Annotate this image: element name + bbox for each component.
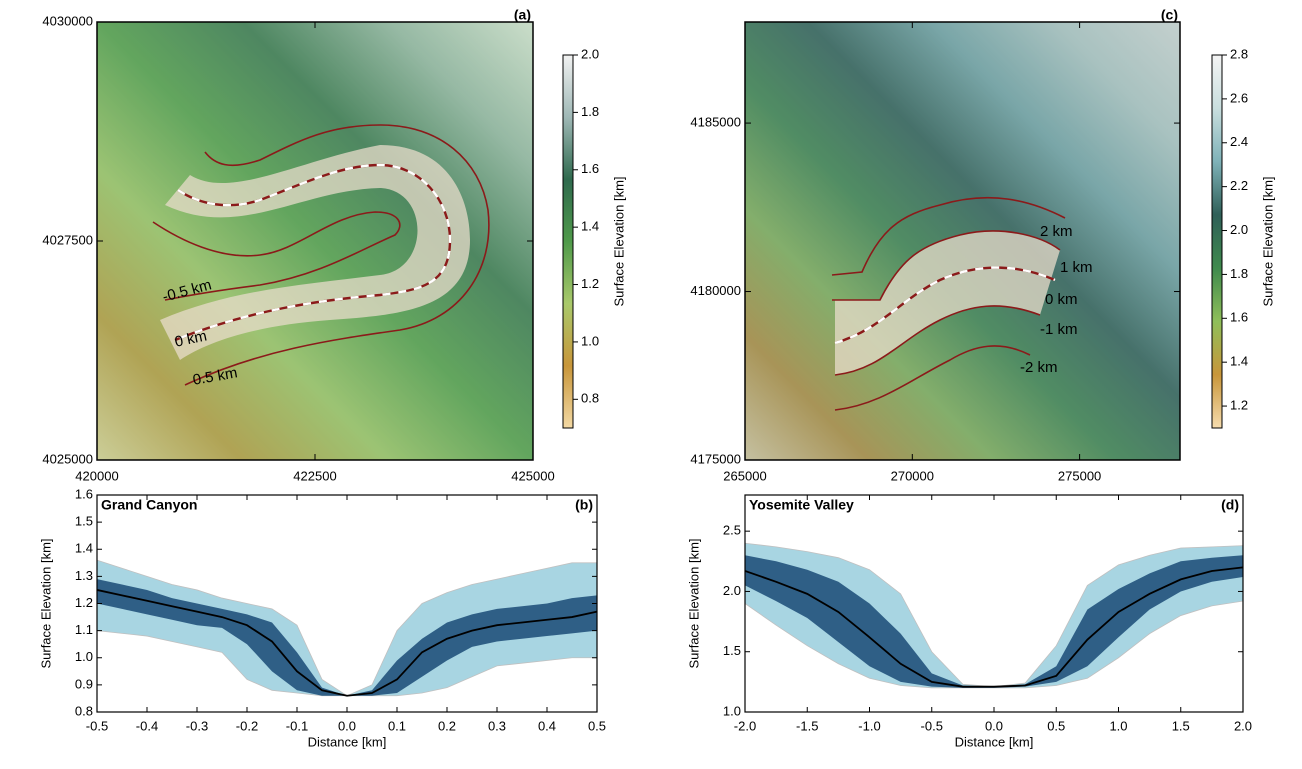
x-tick-label: 275000 [1058,468,1101,483]
y-tick-label: 2.5 [723,523,741,538]
x-tick-label: -1.0 [858,718,880,733]
x-axis-label: Distance [km] [308,734,387,749]
x-tick-label: -0.2 [236,718,258,733]
x-tick-label: 420000 [75,468,118,483]
x-tick-label: 0.1 [388,718,406,733]
y-tick-label: 4025000 [42,451,93,466]
x-tick-label: -2.0 [734,718,756,733]
y-tick-label: 1.2 [75,595,93,610]
colorbar-tick-label: 1.2 [1230,397,1248,412]
y-tick-label: 0.9 [75,676,93,691]
x-tick-label: 0.5 [1047,718,1065,733]
profile-label: 2 km [1040,223,1073,240]
y-tick-label: 1.0 [723,703,741,718]
x-tick-label: -0.3 [186,718,208,733]
panel-label: (b) [575,497,593,513]
y-tick-label: 4030000 [42,13,93,28]
x-tick-label: 0.3 [488,718,506,733]
x-tick-label: 1.5 [1172,718,1190,733]
x-tick-label: 265000 [723,468,766,483]
x-tick-label: -0.4 [136,718,158,733]
y-tick-label: 1.5 [75,514,93,529]
y-tick-label: 1.4 [75,541,93,556]
y-tick-label: 4175000 [690,451,741,466]
colorbar-tick-label: 0.8 [581,391,599,406]
profile-label: 0 km [1045,291,1078,308]
profile-label: -1 km [1040,321,1078,338]
x-tick-label: -0.5 [86,718,108,733]
colorbar-tick-label: 1.8 [581,104,599,119]
colorbar-tick-label: 1.6 [581,161,599,176]
x-tick-label: -0.5 [921,718,943,733]
colorbar-tick-label: 1.4 [581,219,599,234]
profile-label: -2 km [1020,359,1058,376]
y-tick-label: 4180000 [690,283,741,298]
chart-title: Grand Canyon [101,497,197,513]
panel-label: (c) [1161,7,1178,23]
chart-title: Yosemite Valley [749,497,854,513]
y-tick-label: 0.8 [75,703,93,718]
y-tick-label: 1.0 [75,649,93,664]
panel-label: (a) [514,7,531,23]
y-axis-label: Surface Elevation [km] [38,538,53,668]
colorbar-tick-label: 1.4 [1230,354,1248,369]
x-axis-label: Distance [km] [955,734,1034,749]
y-tick-label: 4185000 [690,115,741,130]
y-tick-label: 1.6 [75,486,93,501]
colorbar-tick-label: 2.8 [1230,46,1248,61]
y-tick-label: 1.5 [723,643,741,658]
figure: -0.5 km0 km0.5 km42000042250042500040250… [0,0,1302,764]
x-tick-label: 270000 [891,468,934,483]
x-tick-label: 0.2 [438,718,456,733]
x-tick-label: -1.5 [796,718,818,733]
x-tick-label: -0.1 [286,718,308,733]
y-tick-label: 2.0 [723,583,741,598]
colorbar-tick-label: 1.0 [581,333,599,348]
colorbar-label: Surface Elevation [km] [1260,176,1275,306]
colorbar-tick-label: 2.0 [581,46,599,61]
colorbar-label: Surface Elevation [km] [611,176,626,306]
colorbar [563,55,573,428]
colorbar-tick-label: 1.8 [1230,266,1248,281]
profile-label: 1 km [1060,259,1093,276]
x-tick-label: 1.0 [1109,718,1127,733]
x-tick-label: 0.4 [538,718,556,733]
y-tick-label: 1.1 [75,622,93,637]
colorbar-tick-label: 2.0 [1230,222,1248,237]
x-tick-label: 425000 [511,468,554,483]
colorbar [1212,55,1222,428]
panel-label: (d) [1221,497,1239,513]
colorbar-tick-label: 1.2 [581,276,599,291]
y-axis-label: Surface Elevation [km] [686,538,701,668]
x-tick-label: 422500 [293,468,336,483]
x-tick-label: 0.0 [985,718,1003,733]
x-tick-label: 2.0 [1234,718,1252,733]
x-tick-label: 0.5 [588,718,606,733]
colorbar-tick-label: 2.4 [1230,134,1248,149]
y-tick-label: 4027500 [42,232,93,247]
x-tick-label: 0.0 [338,718,356,733]
y-tick-label: 1.3 [75,568,93,583]
colorbar-tick-label: 2.6 [1230,90,1248,105]
colorbar-tick-label: 1.6 [1230,310,1248,325]
colorbar-tick-label: 2.2 [1230,178,1248,193]
